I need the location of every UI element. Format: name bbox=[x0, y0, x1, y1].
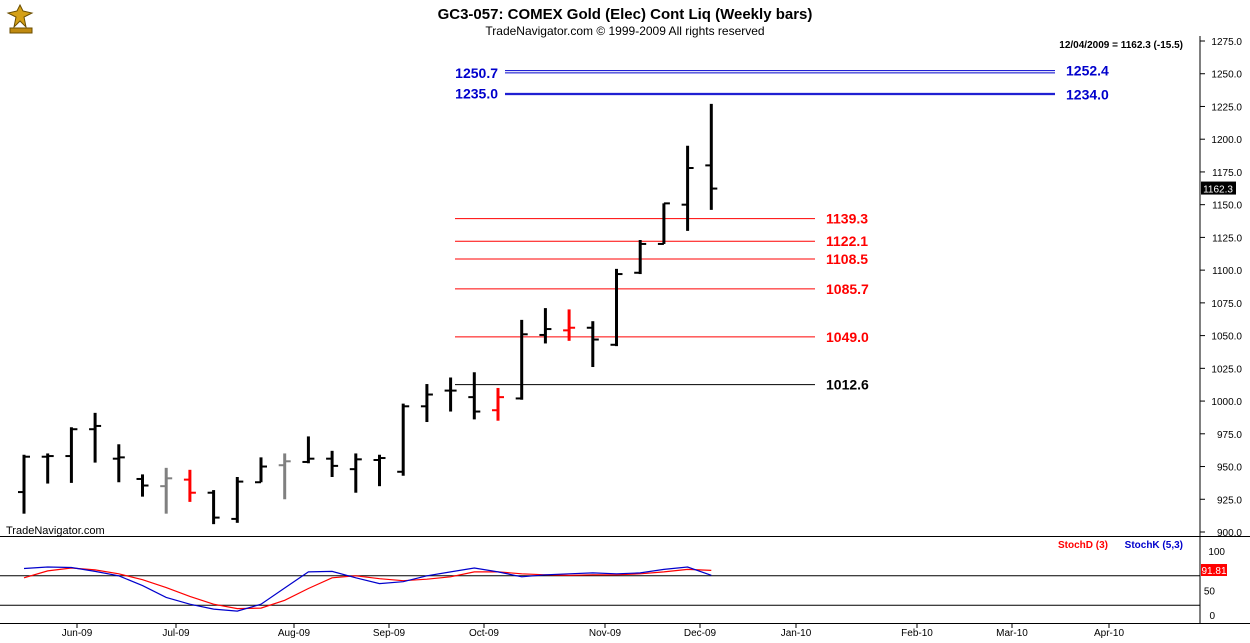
ohlc-bar bbox=[563, 309, 576, 341]
stoch-tick-label: 100 bbox=[1208, 547, 1225, 558]
ohlc-bar bbox=[468, 372, 481, 420]
price-tick-label: 1075.0 bbox=[1211, 299, 1242, 310]
price-tick-label: 1050.0 bbox=[1211, 332, 1242, 343]
price-tick-label: 1025.0 bbox=[1211, 364, 1242, 375]
ohlc-bar bbox=[657, 202, 670, 245]
support-label: 1049.0 bbox=[826, 329, 869, 345]
time-tick-label: Feb-10 bbox=[901, 628, 933, 639]
ohlc-bar bbox=[160, 467, 173, 514]
level-lines: 1250.7 1252.4 1235.0 1234.0 1139.3 1122.1 1108… bbox=[455, 63, 1109, 393]
time-tick-label: Oct-09 bbox=[469, 628, 499, 639]
price-tick-label: 1100.0 bbox=[1212, 266, 1242, 277]
ohlc-bar bbox=[302, 436, 315, 464]
time-tick-label: Sep-09 bbox=[373, 628, 406, 639]
ohlc-bar bbox=[397, 403, 410, 476]
ohlc-bar bbox=[136, 474, 149, 497]
last-price-tag: 1162.3 bbox=[1201, 181, 1236, 196]
time-tick-label: Jan-10 bbox=[781, 628, 812, 639]
ohlc-bar bbox=[112, 444, 125, 483]
last-quote-readout: 12/04/2009 = 1162.3 (-15.5) bbox=[1059, 40, 1183, 51]
time-tick-label: Aug-09 bbox=[278, 628, 311, 639]
ohlc-bars bbox=[18, 103, 718, 525]
resistance-label: 1234.0 bbox=[1066, 87, 1109, 103]
stoch-tick-label: 0 bbox=[1209, 611, 1215, 622]
ohlc-bar bbox=[586, 321, 599, 368]
time-tick-label: Apr-10 bbox=[1094, 628, 1124, 639]
price-tick-label: 950.0 bbox=[1217, 463, 1242, 474]
ohlc-bar bbox=[183, 469, 196, 502]
support-label: 1085.7 bbox=[826, 281, 869, 297]
price-tick-label: 1175.0 bbox=[1212, 168, 1242, 179]
ohlc-bar bbox=[278, 453, 291, 500]
ohlc-bar bbox=[41, 453, 54, 484]
ohlc-bar bbox=[231, 477, 244, 523]
resistance-label: 1235.0 bbox=[455, 85, 498, 101]
price-tick-label: 1275.0 bbox=[1211, 37, 1242, 48]
svg-text:1162.3: 1162.3 bbox=[1203, 185, 1233, 196]
ohlc-bar bbox=[373, 454, 386, 487]
price-tick-label: 925.0 bbox=[1217, 495, 1242, 506]
ohlc-bar bbox=[18, 454, 30, 514]
ohlc-bar bbox=[444, 377, 457, 412]
time-axis: Jun-09 Jul-09 Aug-09 Sep-09 Oct-09 Nov-09 Dec-… bbox=[62, 624, 1124, 639]
support-label: 1139.3 bbox=[826, 211, 868, 227]
ohlc-bar bbox=[634, 240, 647, 275]
price-axis: 900.0 925.0 950.0 975.0 1000.0 1025.0 1050.0 10… bbox=[1200, 37, 1242, 539]
trade-navigator-logo-icon bbox=[6, 3, 34, 34]
ohlc-bar bbox=[610, 268, 623, 347]
stochK-legend: StochK (5,3) bbox=[1125, 540, 1183, 551]
stochK-line bbox=[23, 566, 712, 612]
chart-title: GC3-057: COMEX Gold (Elec) Cont Liq (Wee… bbox=[438, 6, 813, 23]
time-tick-label: Jul-09 bbox=[162, 628, 190, 639]
price-tick-label: 1200.0 bbox=[1211, 135, 1242, 146]
support-label: 1108.5 bbox=[826, 251, 868, 267]
stochD-line bbox=[23, 567, 712, 610]
ohlc-bar bbox=[89, 412, 102, 463]
price-tick-label: 1000.0 bbox=[1211, 397, 1242, 408]
ohlc-bar bbox=[420, 384, 433, 423]
support-label: 1122.1 bbox=[826, 233, 868, 249]
ohlc-bar bbox=[539, 308, 552, 344]
ohlc-bar bbox=[255, 457, 267, 484]
time-tick-label: Mar-10 bbox=[996, 628, 1028, 639]
base-label: 1012.6 bbox=[826, 377, 869, 393]
price-tick-label: 1150.0 bbox=[1212, 201, 1242, 212]
price-tick-label: 1125.0 bbox=[1212, 233, 1242, 244]
ohlc-bar bbox=[515, 319, 528, 400]
ohlc-bar bbox=[349, 453, 362, 493]
resistance-label: 1250.7 bbox=[455, 65, 498, 81]
ohlc-bar bbox=[207, 490, 220, 525]
watermark-text: TradeNavigator.com bbox=[6, 525, 105, 537]
ohlc-bar bbox=[681, 145, 694, 231]
time-tick-label: Jun-09 bbox=[62, 628, 93, 639]
price-tick-label: 1225.0 bbox=[1211, 102, 1242, 113]
stoch-value-text: 91.81 bbox=[1201, 566, 1226, 577]
ohlc-bar bbox=[705, 103, 718, 210]
price-tick-label: 900.0 bbox=[1217, 528, 1242, 539]
stoch-value-tag bbox=[1201, 564, 1227, 577]
time-tick-label: Nov-09 bbox=[589, 628, 622, 639]
stochastic-panel: StochD (3) StochK (5,3) 100 50 0 91.81 bbox=[0, 540, 1227, 622]
ohlc-bar bbox=[65, 427, 78, 483]
stoch-tick-label: 50 bbox=[1204, 587, 1216, 598]
ohlc-bar bbox=[326, 450, 339, 478]
stochD-legend: StochD (3) bbox=[1058, 540, 1108, 551]
ohlc-bar bbox=[492, 387, 504, 421]
price-tick-label: 975.0 bbox=[1217, 430, 1242, 441]
price-tick-label: 1250.0 bbox=[1211, 70, 1242, 81]
resistance-label: 1252.4 bbox=[1066, 63, 1109, 79]
copyright-subtitle: TradeNavigator.com © 1999-2009 All right… bbox=[485, 24, 764, 38]
time-tick-label: Dec-09 bbox=[684, 628, 717, 639]
